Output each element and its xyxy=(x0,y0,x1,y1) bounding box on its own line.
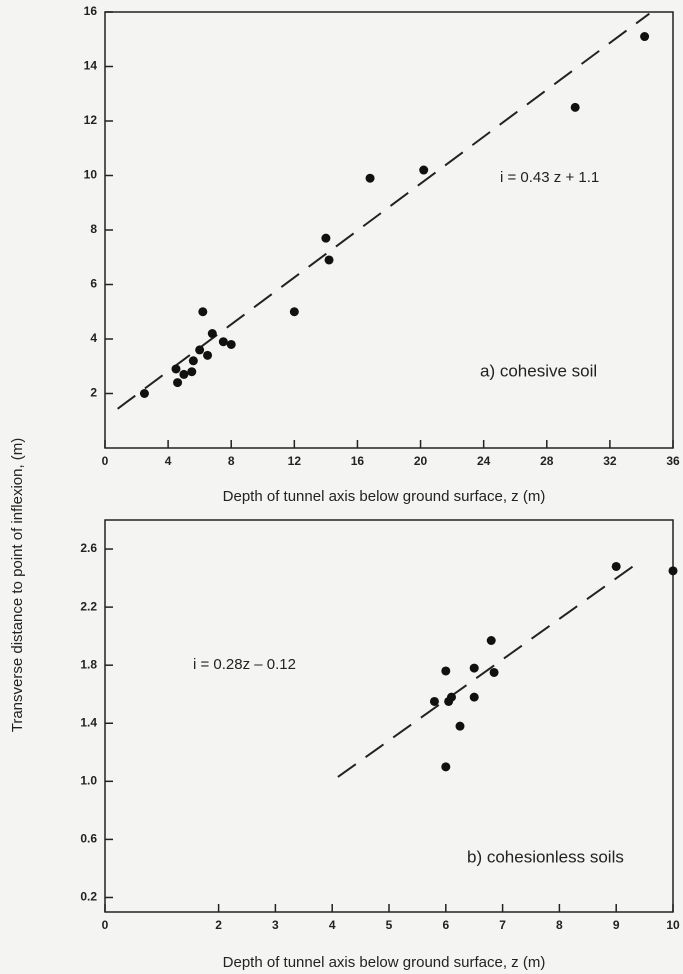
equation: i = 0.43 z + 1.1 xyxy=(500,169,599,186)
x-tick-label: 32 xyxy=(603,454,617,468)
x-tick-label: 7 xyxy=(499,918,506,932)
data-point xyxy=(289,307,299,317)
data-point xyxy=(207,329,217,339)
data-point xyxy=(640,32,650,42)
data-point xyxy=(198,307,208,317)
data-point xyxy=(489,667,499,677)
data-point xyxy=(429,696,439,706)
data-point xyxy=(187,367,197,377)
plot-frame xyxy=(104,11,674,449)
y-tick-label: 8 xyxy=(90,222,97,236)
data-point xyxy=(611,561,621,571)
x-tick-label: 24 xyxy=(477,454,491,468)
data-point xyxy=(195,345,205,355)
trend-line xyxy=(337,561,640,778)
data-point xyxy=(226,339,236,349)
y-tick-label: 14 xyxy=(84,59,98,73)
x-tick-label: 20 xyxy=(414,454,428,468)
data-point xyxy=(218,337,228,347)
y-tick-label: 12 xyxy=(84,113,98,127)
x-tick-label: 4 xyxy=(329,918,336,932)
y-tick-label: 1.0 xyxy=(80,774,97,788)
caption: b) cohesionless soils xyxy=(467,847,624,866)
y-tick-label: 0.6 xyxy=(80,832,97,846)
data-point xyxy=(441,762,451,772)
x-tick-label: 36 xyxy=(666,454,680,468)
x-tick-label: 0 xyxy=(102,454,109,468)
data-point xyxy=(446,692,456,702)
x-tick-label: 3 xyxy=(272,918,279,932)
x-tick-label: 4 xyxy=(165,454,172,468)
y-axis-title: Transverse distance to point of inflexio… xyxy=(9,438,26,733)
data-point xyxy=(365,173,375,183)
data-point xyxy=(171,364,181,374)
x-tick-label: 8 xyxy=(228,454,235,468)
y-tick-label: 10 xyxy=(84,168,98,182)
data-point xyxy=(324,255,334,265)
data-point xyxy=(419,165,429,175)
data-point xyxy=(455,721,465,731)
x-tick-label: 2 xyxy=(215,918,222,932)
x-tick-label: 9 xyxy=(613,918,620,932)
y-tick-label: 2.6 xyxy=(80,541,97,555)
y-tick-label: 1.4 xyxy=(80,715,97,729)
x-tick-label: 5 xyxy=(386,918,393,932)
x-tick-label: 16 xyxy=(351,454,365,468)
y-tick-label: 0.2 xyxy=(80,890,97,904)
trend-line xyxy=(117,12,650,410)
data-point xyxy=(469,692,479,702)
y-tick-label: 6 xyxy=(90,277,97,291)
equation: i = 0.28z – 0.12 xyxy=(193,656,296,673)
x-tick-label: 6 xyxy=(442,918,449,932)
data-point xyxy=(188,356,198,366)
data-point xyxy=(203,350,213,360)
data-point xyxy=(469,663,479,673)
data-point xyxy=(570,102,580,112)
data-point xyxy=(179,369,189,379)
y-tick-label: 2.2 xyxy=(80,599,97,613)
data-point xyxy=(321,233,331,243)
data-point xyxy=(441,666,451,676)
data-point xyxy=(486,636,496,646)
y-tick-label: 1.8 xyxy=(80,657,97,671)
y-tick-label: 2 xyxy=(90,386,97,400)
y-tick-label: 16 xyxy=(84,4,98,18)
data-point xyxy=(668,566,678,576)
x-tick-label: 28 xyxy=(540,454,554,468)
data-point xyxy=(139,389,149,398)
caption: a) cohesive soil xyxy=(480,361,597,380)
x-tick-label: 8 xyxy=(556,918,563,932)
axis-title: Depth of tunnel axis below ground surfac… xyxy=(223,488,546,505)
data-point xyxy=(173,378,183,388)
x-tick-label: 10 xyxy=(666,918,680,932)
axis-title: Depth of tunnel axis below ground surfac… xyxy=(223,954,546,971)
x-tick-label: 0 xyxy=(102,918,109,932)
x-tick-label: 12 xyxy=(288,454,302,468)
y-tick-label: 4 xyxy=(90,331,97,345)
